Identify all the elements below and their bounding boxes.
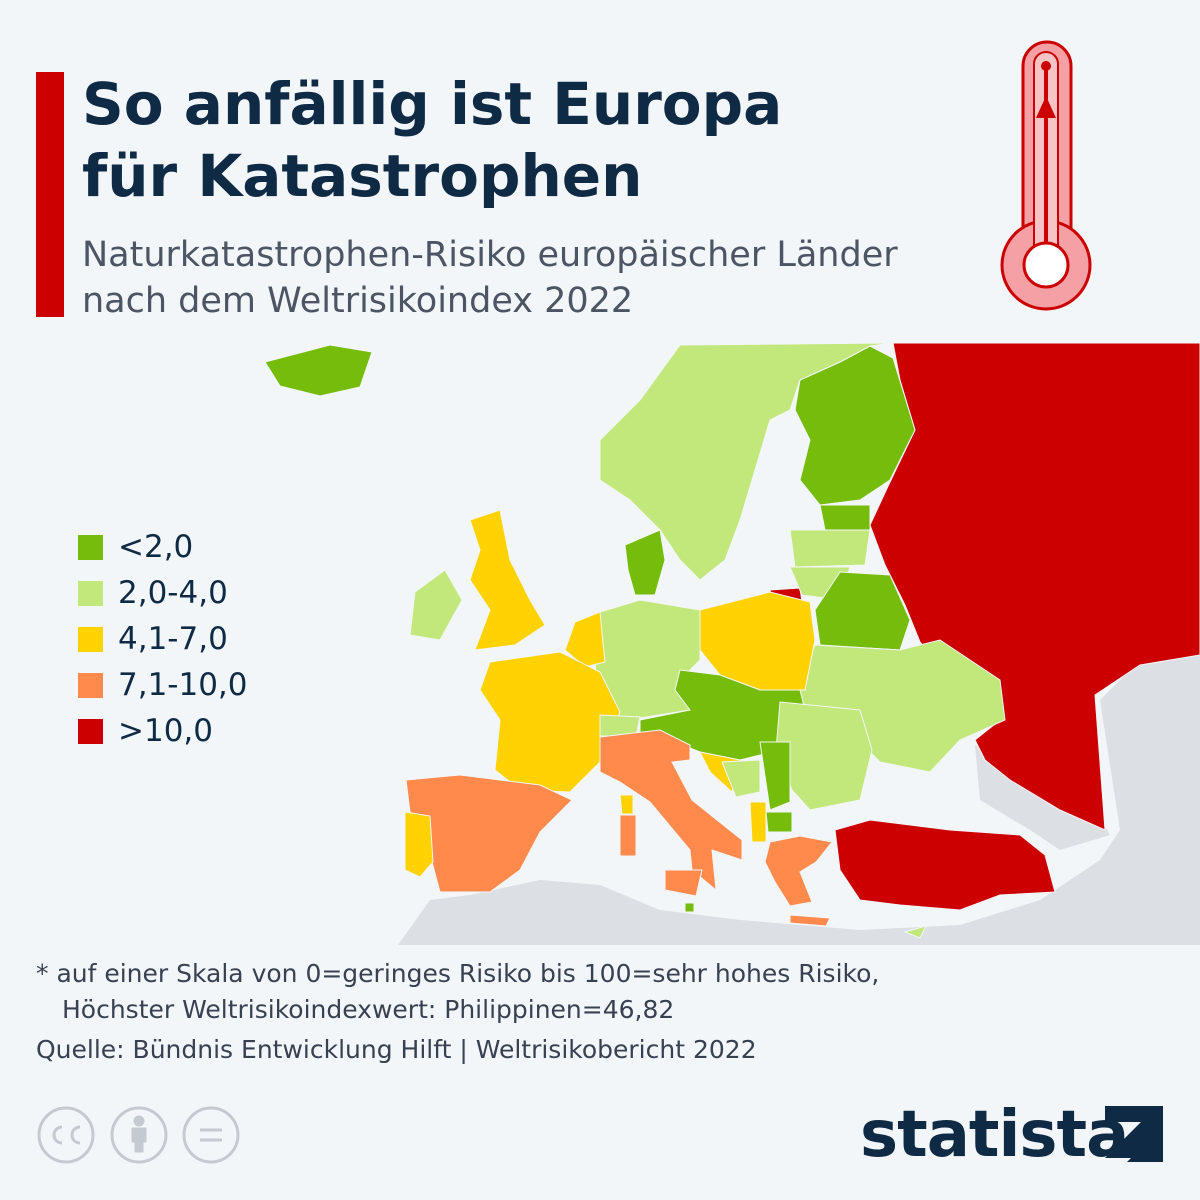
- country: [469, 509, 546, 651]
- footnote-line: * auf einer Skala von 0=geringes Risiko …: [36, 959, 880, 988]
- legend-item: 2,0-4,0: [78, 570, 248, 616]
- country: [624, 529, 666, 596]
- country: [409, 569, 463, 641]
- legend-item: 7,1-10,0: [78, 662, 248, 708]
- legend-label: 2,0-4,0: [118, 575, 228, 611]
- country: [619, 794, 634, 815]
- legend-label: >10,0: [118, 713, 213, 749]
- legend-label: 7,1-10,0: [118, 667, 248, 703]
- countries: [264, 342, 1200, 939]
- country: [819, 504, 871, 531]
- legend: <2,0 2,0-4,0 4,1-7,0 7,1-10,0 >10,0: [78, 524, 248, 754]
- country: [664, 869, 703, 897]
- legend-swatch: [78, 718, 103, 744]
- country: [749, 801, 767, 843]
- country: [759, 741, 791, 811]
- country: [264, 344, 373, 397]
- legend-swatch: [78, 534, 103, 560]
- title: So anfällig ist Europa für Katastrophen: [82, 70, 783, 210]
- brand: statista: [860, 1098, 1129, 1172]
- license-icons: [37, 1106, 240, 1164]
- country: [903, 925, 927, 939]
- legend-swatch: [78, 626, 103, 652]
- country: [789, 529, 871, 568]
- source: Quelle: Bündnis Entwicklung Hilft | Welt…: [36, 1035, 757, 1064]
- legend-swatch: [78, 672, 103, 698]
- legend-item: <2,0: [78, 524, 248, 570]
- thermometer-icon: [1000, 40, 1092, 311]
- legend-label: 4,1-7,0: [118, 621, 228, 657]
- country: [764, 835, 833, 907]
- footnote: * auf einer Skala von 0=geringes Risiko …: [36, 956, 879, 1028]
- subtitle: Naturkatastrophen-Risiko europäischer Lä…: [82, 235, 898, 321]
- country: [479, 651, 621, 793]
- country: [599, 342, 894, 581]
- country: [721, 759, 761, 798]
- country: [684, 902, 695, 913]
- accent-bar: [36, 72, 64, 317]
- country: [699, 591, 816, 691]
- country: [789, 914, 831, 927]
- country: [619, 814, 637, 857]
- legend-item: >10,0: [78, 708, 248, 754]
- country: [599, 729, 743, 892]
- country: [404, 811, 434, 878]
- legend-item: 4,1-7,0: [78, 616, 248, 662]
- legend-label: <2,0: [118, 529, 194, 565]
- country: [564, 611, 606, 668]
- footnote-line: Höchster Weltrisikoindexwert: Philippine…: [62, 995, 675, 1024]
- country: [834, 819, 1056, 911]
- legend-swatch: [78, 580, 103, 606]
- country: [765, 811, 793, 833]
- brand-icon: [1105, 1106, 1163, 1162]
